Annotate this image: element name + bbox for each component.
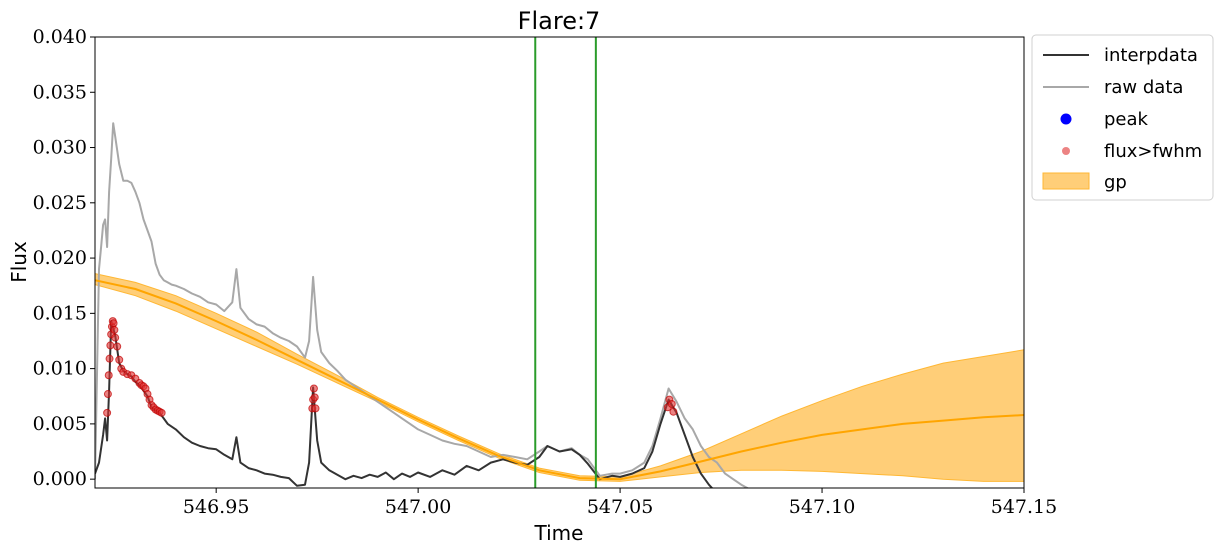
legend-swatch-fwhm (1062, 147, 1070, 155)
interpdata-line (95, 320, 714, 488)
x-tick-label: 547.05 (587, 496, 653, 518)
y-tick-label: 0.005 (33, 413, 87, 435)
y-tick-label: 0.040 (33, 26, 87, 48)
x-axis-label: Time (534, 521, 584, 545)
chart-title: Flare:7 (518, 7, 601, 35)
fwhm-point (669, 407, 678, 416)
fwhm-point (311, 404, 320, 413)
fwhm-point (109, 319, 118, 328)
fwhm-point (310, 393, 319, 402)
axes: 546.95 547.00 547.05 547.10 547.15 0.000 0.005… (33, 26, 1058, 518)
raw-data-line (95, 122, 750, 488)
y-tick-label: 0.035 (33, 81, 87, 103)
gp-mean-line (95, 279, 1024, 481)
legend-box (1031, 34, 1214, 201)
plot-frame (94, 36, 1025, 489)
x-tick-label: 547.10 (789, 496, 855, 518)
y-tick-label: 0.030 (33, 137, 87, 159)
legend-label: gp (1104, 172, 1127, 193)
x-tick-label: 547.15 (991, 496, 1057, 518)
legend-label: peak (1104, 109, 1149, 130)
y-tick-label: 0.015 (33, 302, 87, 324)
legend-label: flux>fwhm (1104, 141, 1202, 162)
fwhm-point (309, 384, 318, 393)
fwhm-point (105, 354, 114, 363)
fwhm-point (113, 342, 122, 351)
y-axis-label: Flux (7, 241, 31, 283)
legend-label: raw data (1104, 77, 1183, 98)
x-tick-label: 547.00 (385, 496, 451, 518)
fwhm-point (667, 399, 676, 408)
fwhm-point (115, 355, 124, 364)
y-tick-label: 0.025 (33, 192, 87, 214)
fwhm-point (104, 371, 113, 380)
fwhm-point (110, 325, 119, 334)
x-tick-label: 546.95 (183, 496, 249, 518)
fwhm-point (157, 408, 166, 417)
legend-label: interpdata (1104, 45, 1198, 66)
y-tick-label: 0.010 (33, 358, 87, 380)
legend: interpdata raw data peak flux>fwhm gp (1031, 34, 1214, 201)
legend-swatch-peak (1060, 113, 1072, 125)
y-tick-label: 0.000 (33, 468, 87, 490)
fwhm-point (103, 408, 112, 417)
legend-swatch-gp (1042, 172, 1090, 190)
fwhm-point (111, 333, 120, 342)
fwhm-point (106, 341, 115, 350)
plot-area (95, 37, 1024, 488)
fwhm-point (103, 390, 112, 399)
y-tick-label: 0.020 (33, 247, 87, 269)
